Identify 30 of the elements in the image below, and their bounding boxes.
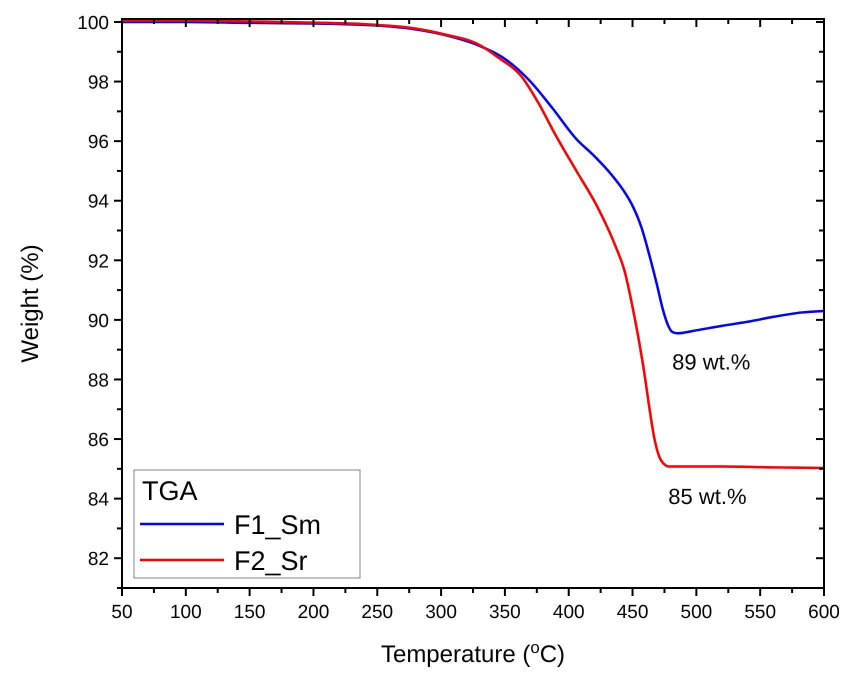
y-tick-label: 98	[88, 72, 109, 94]
y-tick-label: 86	[88, 430, 109, 452]
x-tick-label: 200	[298, 602, 330, 623]
annotation: 89 wt.%	[672, 349, 750, 374]
x-tick-label: 550	[744, 602, 776, 623]
x-tick-label: 350	[489, 602, 521, 623]
y-axis-title: Weight (%)	[17, 244, 44, 363]
x-tick-label: 50	[111, 602, 133, 623]
x-axis-title: Temperature ($^{o}$C)	[380, 638, 566, 668]
line-series	[120, 19, 826, 470]
legend-label: F2_Sr	[234, 546, 308, 576]
y-tick-label: 100	[77, 12, 109, 34]
x-tick-label: 450	[616, 602, 648, 623]
x-tick-label: 500	[680, 602, 712, 623]
y-tick-label: 94	[88, 192, 110, 213]
x-tick-label: 250	[361, 602, 394, 623]
y-tick-label: 84	[88, 490, 110, 511]
x-tick-label: 400	[552, 602, 585, 623]
y-tick-label: 88	[88, 370, 109, 392]
y-tick-label: 90	[88, 310, 109, 332]
x-tick-label: 150	[234, 602, 266, 623]
y-tick-label: 82	[88, 549, 109, 570]
x-tick-label: 100	[170, 602, 202, 623]
y-tick-label: 92	[88, 251, 109, 272]
x-tick-label: 600	[808, 602, 840, 623]
x-tick-label: 300	[425, 602, 457, 623]
legend-label: F1_Sm	[234, 510, 322, 540]
y-tick-label: 96	[88, 132, 109, 154]
annotation: 85 wt.%	[668, 484, 747, 509]
legend-title: TGA	[142, 476, 198, 506]
